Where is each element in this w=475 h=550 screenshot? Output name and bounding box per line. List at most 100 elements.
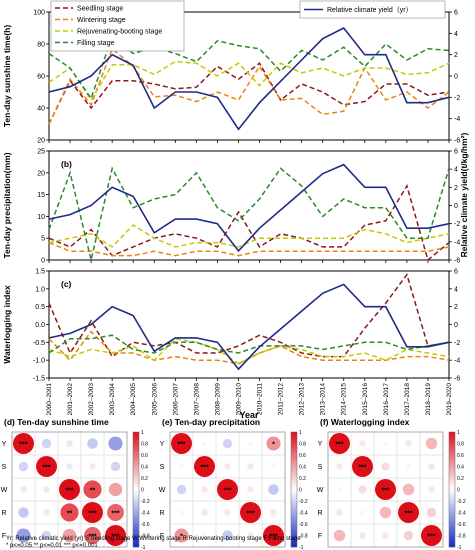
plot-frame	[48, 150, 450, 261]
colorbar-segment	[449, 480, 455, 485]
heatmap-e	[169, 431, 298, 548]
colorbar-segment	[133, 486, 139, 490]
heatmap-row-label: F	[160, 533, 164, 540]
heatmap-cell-circle	[110, 461, 121, 472]
colorbar-segment	[449, 449, 455, 453]
colorbar-segment	[133, 460, 139, 464]
y2-tick-label: -4	[454, 358, 460, 365]
heatmap-frame	[11, 431, 128, 548]
colorbar-segment	[449, 501, 455, 505]
colorbar-segment	[133, 518, 139, 522]
colorbar-segment	[449, 452, 455, 456]
y2-tick-label: 2	[454, 304, 458, 311]
significance-mark: ***	[381, 488, 389, 495]
heatmap-cell-circle	[87, 438, 98, 449]
heatmap-cell-circle	[405, 440, 412, 447]
colorbar-segment	[291, 432, 297, 436]
colorbar-tick-label: 1	[299, 430, 302, 436]
colorbar-segment	[133, 432, 139, 436]
heatmap-frame	[327, 431, 444, 548]
colorbar-tick-label: 0.6	[299, 453, 306, 459]
y-tick-label: 5	[41, 236, 45, 243]
colorbar-tick-label: -0.4	[299, 511, 308, 517]
heatmap-cell-circle	[375, 479, 396, 500]
legend-label: Rejuvenating-booting stage	[77, 29, 162, 36]
colorbar-segment	[449, 538, 455, 542]
heatmap-cell-circle	[202, 533, 207, 538]
colorbar-segment	[133, 457, 139, 462]
colorbar-segment	[291, 469, 297, 473]
colorbar-segment	[133, 455, 139, 459]
heatmap-cell-circle	[271, 464, 276, 469]
heatmap-cell-circle	[403, 530, 414, 541]
heatmap-cell-circle	[36, 456, 57, 477]
colorbar-tick-label: -0.8	[299, 534, 308, 540]
y-tick-label: 60	[37, 74, 45, 81]
colorbar-segment	[449, 455, 455, 459]
colorbar-segment	[133, 449, 139, 453]
colorbar-segment	[449, 512, 455, 516]
heatmap-cell-circle	[43, 509, 50, 516]
colorbar-segment	[291, 440, 297, 444]
heatmap-cell-circle	[89, 463, 96, 470]
yield-line	[48, 26, 450, 131]
y-tick-label: 40	[37, 106, 45, 113]
heatmap-row-label: R	[1, 510, 6, 517]
colorbar-segment	[133, 469, 139, 473]
heatmap-f	[327, 431, 456, 548]
colorbar-segment	[291, 452, 297, 456]
colorbar-segment	[133, 532, 139, 536]
colorbar-tick-label: 0.4	[457, 465, 464, 471]
colorbar-segment	[133, 437, 139, 441]
heatmap-cell-circle	[66, 440, 73, 447]
significance-mark: ***	[65, 488, 73, 495]
series-line-rejuvenating-booting-stage	[48, 60, 450, 102]
y2-tick-label: -6	[454, 258, 460, 265]
colorbar-segment	[291, 521, 297, 525]
colorbar-tick-label: 0.6	[141, 453, 148, 459]
colorbar-segment	[133, 524, 139, 528]
colorbar-segment	[291, 524, 297, 528]
series-line-seedling-stage	[48, 272, 450, 358]
x-tick-label: 2007–2008	[193, 383, 200, 416]
heatmap-cell-circle	[333, 529, 346, 542]
y-tick-label: 80	[37, 42, 45, 49]
colorbar-tick-label: -0.2	[141, 499, 150, 505]
colorbar-segment	[133, 538, 139, 542]
y2-tick-label: -6	[454, 138, 460, 145]
heatmap-cell-circle	[425, 437, 438, 450]
colorbar-segment	[291, 544, 297, 548]
colorbar-frame	[132, 431, 140, 548]
heatmap-cell-circle	[358, 485, 367, 494]
y-tick-label: 0.5	[35, 304, 45, 311]
heatmap-cell-circle	[263, 525, 284, 546]
colorbar-segment	[133, 452, 139, 456]
heatmap-cell-circle	[60, 503, 79, 522]
colorbar-tick-label: -0.6	[141, 522, 150, 528]
colorbar-tick-label: 1	[457, 430, 460, 436]
heatmap-cell-circle	[201, 509, 208, 516]
colorbar-segment	[133, 512, 139, 516]
footnote-legend: Yr: Relative climatic yield (yr) S:Seedl…	[6, 536, 301, 542]
heatmap-cell-circle	[171, 433, 192, 454]
y-tick-label: 1.0	[35, 286, 45, 293]
heatmap-cell-circle	[428, 486, 435, 493]
heatmap-cell-circle	[247, 486, 254, 493]
y2-axis-label: Relative climate yield(t/kg/hm²)	[459, 132, 469, 257]
x-tick-label: 2018–2019	[425, 383, 432, 416]
colorbar-segment	[291, 532, 297, 536]
x-tick-label: 2006–2007	[172, 383, 179, 416]
y-tick-label: 20	[37, 170, 45, 177]
significance-mark: ***	[19, 442, 27, 449]
colorbar-segment	[291, 538, 297, 542]
heatmap-cell-circle	[359, 440, 366, 447]
heatmap-row-label: S	[318, 464, 323, 471]
significance-mark: ***	[335, 442, 343, 449]
colorbar-segment	[133, 529, 139, 533]
colorbar-segment	[449, 469, 455, 473]
colorbar-segment	[133, 483, 139, 487]
heatmap-cell-circle	[402, 483, 415, 496]
colorbar-segment	[291, 457, 297, 462]
colorbar-segment	[291, 460, 297, 464]
